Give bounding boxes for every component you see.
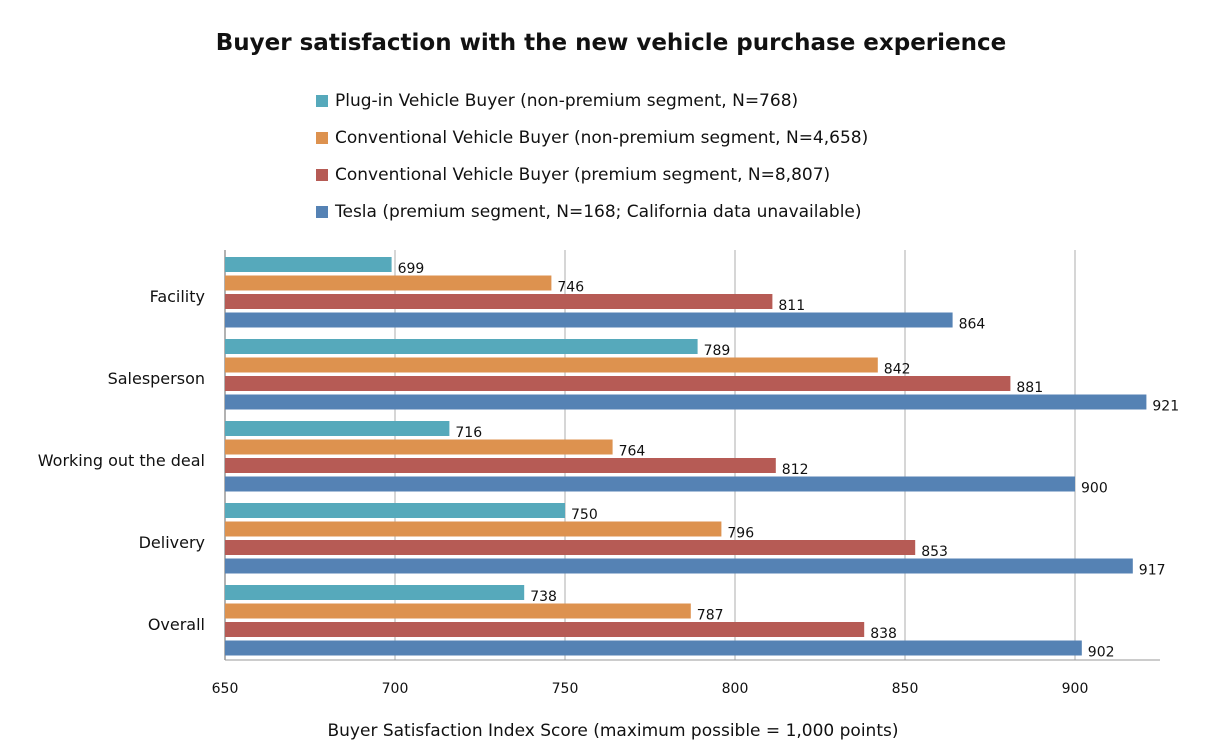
bar — [225, 558, 1133, 574]
data-label: 764 — [619, 444, 646, 460]
category-label: Working out the deal — [38, 451, 205, 470]
x-tick-label: 750 — [552, 681, 579, 697]
data-label: 796 — [727, 526, 754, 542]
x-tick-label: 650 — [212, 681, 239, 697]
legend-label: Conventional Vehicle Buyer (premium segm… — [335, 165, 831, 185]
data-label: 738 — [530, 589, 557, 605]
data-label: 812 — [782, 462, 809, 478]
bar — [225, 421, 450, 436]
legend-item: Conventional Vehicle Buyer (non-premium … — [316, 128, 868, 148]
bar — [225, 357, 878, 373]
bar — [225, 603, 691, 619]
data-label: 864 — [959, 317, 986, 333]
legend-label: Plug-in Vehicle Buyer (non-premium segme… — [335, 91, 799, 111]
bar — [225, 540, 916, 555]
legend-item: Conventional Vehicle Buyer (premium segm… — [316, 165, 830, 185]
legend-swatch — [316, 169, 328, 181]
legend-item: Tesla (premium segment, N=168; Californi… — [316, 202, 862, 222]
data-label: 902 — [1088, 645, 1115, 661]
legend-swatch — [316, 132, 328, 144]
data-label: 789 — [704, 343, 731, 359]
data-label: 838 — [870, 626, 897, 642]
bar — [225, 312, 953, 328]
bar — [225, 275, 552, 291]
x-tick-label: 900 — [1062, 681, 1089, 697]
data-label: 842 — [884, 362, 911, 378]
bar — [225, 503, 565, 518]
bar — [225, 376, 1011, 391]
data-label: 746 — [557, 280, 584, 296]
bar — [225, 585, 525, 600]
bar — [225, 521, 722, 537]
data-label: 921 — [1152, 399, 1179, 415]
x-tick-label: 700 — [382, 681, 409, 697]
bar — [225, 294, 773, 309]
bar — [225, 394, 1147, 410]
data-label: 900 — [1081, 481, 1108, 497]
data-label: 787 — [697, 608, 724, 624]
x-tick-label: 800 — [722, 681, 749, 697]
x-axis-title: Buyer Satisfaction Index Score (maximum … — [327, 721, 898, 741]
data-label: 917 — [1139, 563, 1166, 579]
data-label: 811 — [778, 298, 805, 314]
data-label: 881 — [1016, 380, 1043, 396]
bar — [225, 640, 1082, 656]
bar — [225, 476, 1075, 492]
bar — [225, 458, 776, 473]
legend-label: Conventional Vehicle Buyer (non-premium … — [335, 128, 869, 148]
legend-item: Plug-in Vehicle Buyer (non-premium segme… — [316, 91, 798, 111]
legend-label: Tesla (premium segment, N=168; Californi… — [335, 202, 862, 222]
data-label: 750 — [571, 507, 598, 523]
data-label: 699 — [398, 261, 425, 277]
category-label: Facility — [150, 287, 205, 306]
bar — [225, 257, 392, 272]
category-label: Salesperson — [108, 369, 205, 388]
category-label: Overall — [148, 615, 205, 634]
bar — [225, 622, 865, 637]
legend-swatch — [316, 95, 328, 107]
bar — [225, 439, 613, 455]
bar — [225, 339, 698, 354]
data-label: 716 — [455, 425, 482, 441]
category-label: Delivery — [139, 533, 205, 552]
x-tick-label: 850 — [892, 681, 919, 697]
chart-title: Buyer satisfaction with the new vehicle … — [215, 30, 1007, 56]
data-label: 853 — [921, 544, 948, 560]
legend-swatch — [316, 206, 328, 218]
